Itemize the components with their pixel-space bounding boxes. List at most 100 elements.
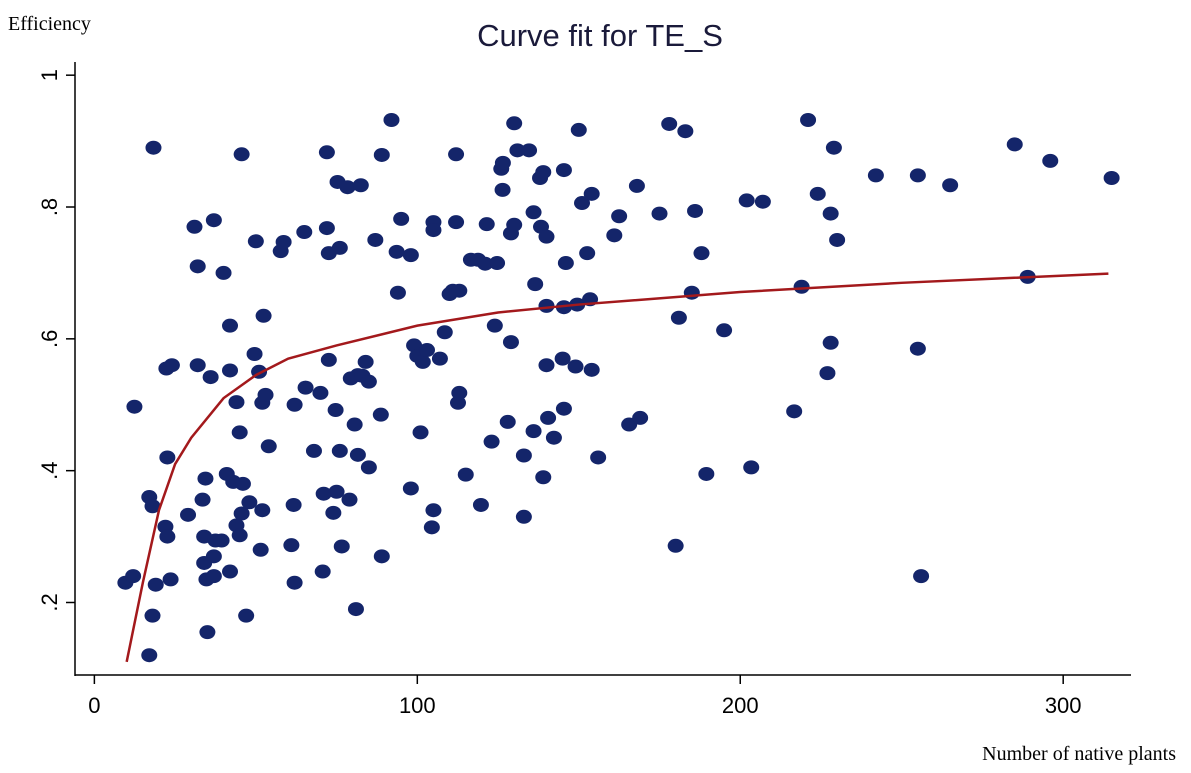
scatter-point <box>147 577 164 592</box>
y-tick-label: .4 <box>37 461 62 479</box>
scatter-point <box>431 351 448 366</box>
scatter-point <box>540 410 557 425</box>
scatter-point <box>315 486 332 501</box>
scatter-point <box>786 404 803 419</box>
scatter-point <box>825 140 842 155</box>
scatter-point <box>318 145 335 160</box>
scatter-point <box>677 124 694 139</box>
scatter-point <box>360 374 377 389</box>
scatter-point <box>333 539 350 554</box>
scatter-point <box>331 240 348 255</box>
scatter-point <box>352 178 369 193</box>
scatter-point <box>312 385 329 400</box>
scatter-point <box>162 572 179 587</box>
scatter-point <box>186 219 203 234</box>
scatter-point <box>538 229 555 244</box>
scatter-point <box>716 323 733 338</box>
scatter-point <box>260 439 277 454</box>
y-tick-label: .2 <box>37 593 62 611</box>
scatter-point <box>829 232 846 247</box>
scatter-point <box>402 481 419 496</box>
scatter-point <box>632 410 649 425</box>
scatter-point <box>489 256 506 271</box>
x-axis-label: Number of native plants <box>982 743 1176 765</box>
scatter-point <box>189 358 206 373</box>
scatter-point <box>425 223 442 238</box>
scatter-point <box>570 122 587 137</box>
fit-curve <box>125 272 1109 663</box>
scatter-point <box>372 407 389 422</box>
scatter-point <box>486 318 503 333</box>
scatter-point <box>257 387 274 402</box>
scatter-point <box>233 147 250 162</box>
scatter-point <box>819 366 836 381</box>
x-tick-label: 0 <box>88 693 100 718</box>
scatter-point <box>525 424 542 439</box>
scatter-point <box>318 221 335 236</box>
scatter-point <box>247 234 264 249</box>
scatter-point <box>222 564 239 579</box>
scatter-point <box>241 495 258 510</box>
scatter-point <box>199 625 216 640</box>
scatter-point <box>145 140 162 155</box>
scatter-point <box>457 467 474 482</box>
chart-title: Curve fit for TE_S <box>477 18 723 53</box>
scatter-point <box>254 503 271 518</box>
scatter-point <box>538 298 555 313</box>
scatter-point <box>346 417 363 432</box>
scatter-point <box>451 283 468 298</box>
scatter-point <box>867 168 884 183</box>
scatter-point <box>651 206 668 221</box>
scatter-point <box>590 450 607 465</box>
scatter-point <box>141 648 158 663</box>
y-tick-label: 1 <box>37 69 62 81</box>
scatter-point <box>554 351 571 366</box>
scatter-point <box>159 450 176 465</box>
scatter-point <box>809 186 826 201</box>
scatter-point <box>606 228 623 243</box>
scatter-point <box>412 425 429 440</box>
scatter-point <box>670 310 687 325</box>
scatter-point <box>909 341 926 356</box>
scatter-point <box>509 143 526 158</box>
scatter-point <box>538 358 555 373</box>
scatter-point <box>555 163 572 178</box>
scatter-point <box>383 113 400 128</box>
scatter-point <box>231 528 248 543</box>
scatter-point <box>215 265 232 280</box>
scatter-point <box>283 538 300 553</box>
scatter-point <box>515 509 532 524</box>
scatter-point <box>246 346 263 361</box>
scatter-point <box>423 520 440 535</box>
scatter-point <box>502 335 519 350</box>
scatter-point <box>822 206 839 221</box>
scatter-point <box>238 608 255 623</box>
scatter-point <box>228 395 245 410</box>
scatter-point <box>683 285 700 300</box>
scatter-point <box>125 569 142 584</box>
scatter-point <box>194 492 211 507</box>
scatter-point <box>1042 153 1059 168</box>
scatter-point <box>341 492 358 507</box>
scatter-point <box>557 256 574 271</box>
scatter-point <box>357 354 374 369</box>
scatter-point <box>909 168 926 183</box>
scatter-point <box>414 354 431 369</box>
scatter-point <box>535 165 552 180</box>
scatter-point <box>611 209 628 224</box>
scatter-point <box>255 308 272 323</box>
scatter-point <box>144 608 161 623</box>
scatter-point <box>628 178 645 193</box>
scatter-point <box>305 443 322 458</box>
scatter-point <box>388 244 405 259</box>
scatter-point <box>339 180 356 195</box>
scatter-point <box>793 279 810 294</box>
scatter-point <box>574 196 591 211</box>
scatter-point <box>913 569 930 584</box>
scatter-point <box>159 529 176 544</box>
scatter-point <box>521 143 538 158</box>
y-tick-label: .8 <box>37 198 62 216</box>
scatter-point <box>393 211 410 226</box>
